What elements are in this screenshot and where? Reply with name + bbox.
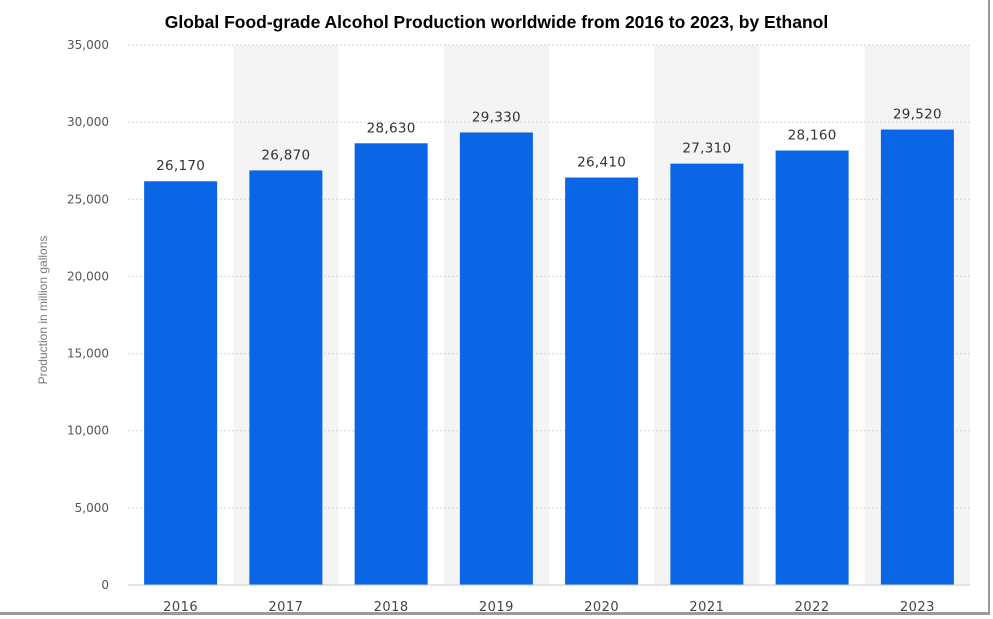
x-tick-label: 2019 (479, 600, 514, 615)
x-tick-label: 2016 (163, 600, 198, 615)
y-tick-label: 5,000 (75, 501, 109, 515)
bar (670, 163, 744, 585)
bar (354, 143, 428, 585)
data-label: 26,170 (156, 158, 205, 174)
data-label: 28,630 (367, 120, 416, 136)
y-tick-label: 10,000 (67, 424, 109, 438)
data-label: 26,870 (261, 147, 310, 163)
data-label: 29,330 (472, 109, 521, 125)
y-tick-label: 20,000 (67, 269, 109, 283)
x-tick-label: 2020 (584, 600, 619, 615)
x-tick-label: 2023 (900, 600, 935, 615)
data-label: 29,520 (893, 107, 942, 123)
y-tick-label: 25,000 (67, 192, 109, 206)
bar (144, 181, 218, 585)
x-tick-label: 2022 (795, 600, 830, 615)
bar (775, 150, 849, 585)
bar (880, 129, 954, 585)
data-label: 28,160 (788, 128, 837, 144)
bar (459, 132, 533, 586)
data-label: 26,410 (577, 155, 626, 171)
y-tick-label: 30,000 (67, 115, 109, 129)
data-label: 27,310 (682, 141, 731, 157)
x-tick-label: 2018 (374, 600, 409, 615)
bar (565, 177, 639, 585)
y-tick-label: 15,000 (67, 347, 109, 361)
x-tick-label: 2021 (689, 600, 724, 615)
y-tick-label: 0 (101, 578, 109, 592)
x-tick-label: 2017 (268, 600, 303, 615)
chart-title: Global Food-grade Alcohol Production wor… (164, 12, 829, 32)
bar (249, 170, 323, 586)
y-tick-label: 35,000 (67, 38, 109, 52)
